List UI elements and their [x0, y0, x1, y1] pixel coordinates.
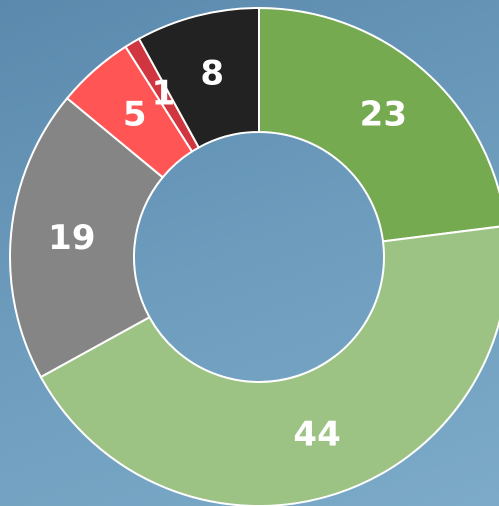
data-label: 19 [48, 218, 95, 258]
data-label: 5 [123, 94, 147, 134]
data-label: 1 [151, 74, 175, 114]
data-label: 44 [293, 414, 340, 454]
donut-slice [9, 96, 165, 379]
donut-slice [258, 6, 499, 243]
donut-slice [137, 6, 260, 149]
data-label: 8 [200, 53, 224, 93]
donut-slice [39, 225, 499, 506]
data-label: 23 [360, 94, 407, 134]
